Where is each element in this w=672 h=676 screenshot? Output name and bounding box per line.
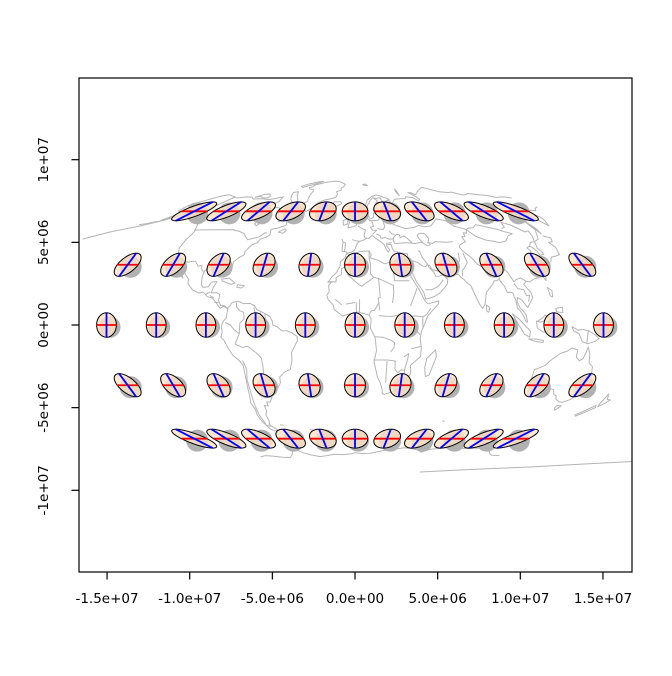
y-tick-label: -5e+06: [36, 383, 52, 433]
y-tick-label: 1e+07: [36, 137, 52, 182]
coastline-falklands: [281, 425, 284, 426]
x-tick-label: 5.0e+06: [409, 591, 467, 607]
x-tick-label: -5.0e+06: [241, 591, 304, 607]
coastline-south-georgia: [310, 430, 313, 431]
border-greece-north: [386, 243, 391, 244]
x-tick-label: 1.5e+07: [574, 591, 632, 607]
border-central-america-3: [215, 302, 218, 303]
x-tick-label: -1.5e+07: [75, 591, 138, 607]
y-tick-label: 5e+06: [36, 220, 52, 265]
y-tick-label: -1e+07: [36, 465, 52, 515]
x-tick-label: 1.0e+07: [491, 591, 549, 607]
y-tick-label: 0e+00: [36, 302, 52, 347]
x-tick-label: -1.0e+07: [158, 591, 221, 607]
x-tick-label: 0.0e+00: [326, 591, 384, 607]
